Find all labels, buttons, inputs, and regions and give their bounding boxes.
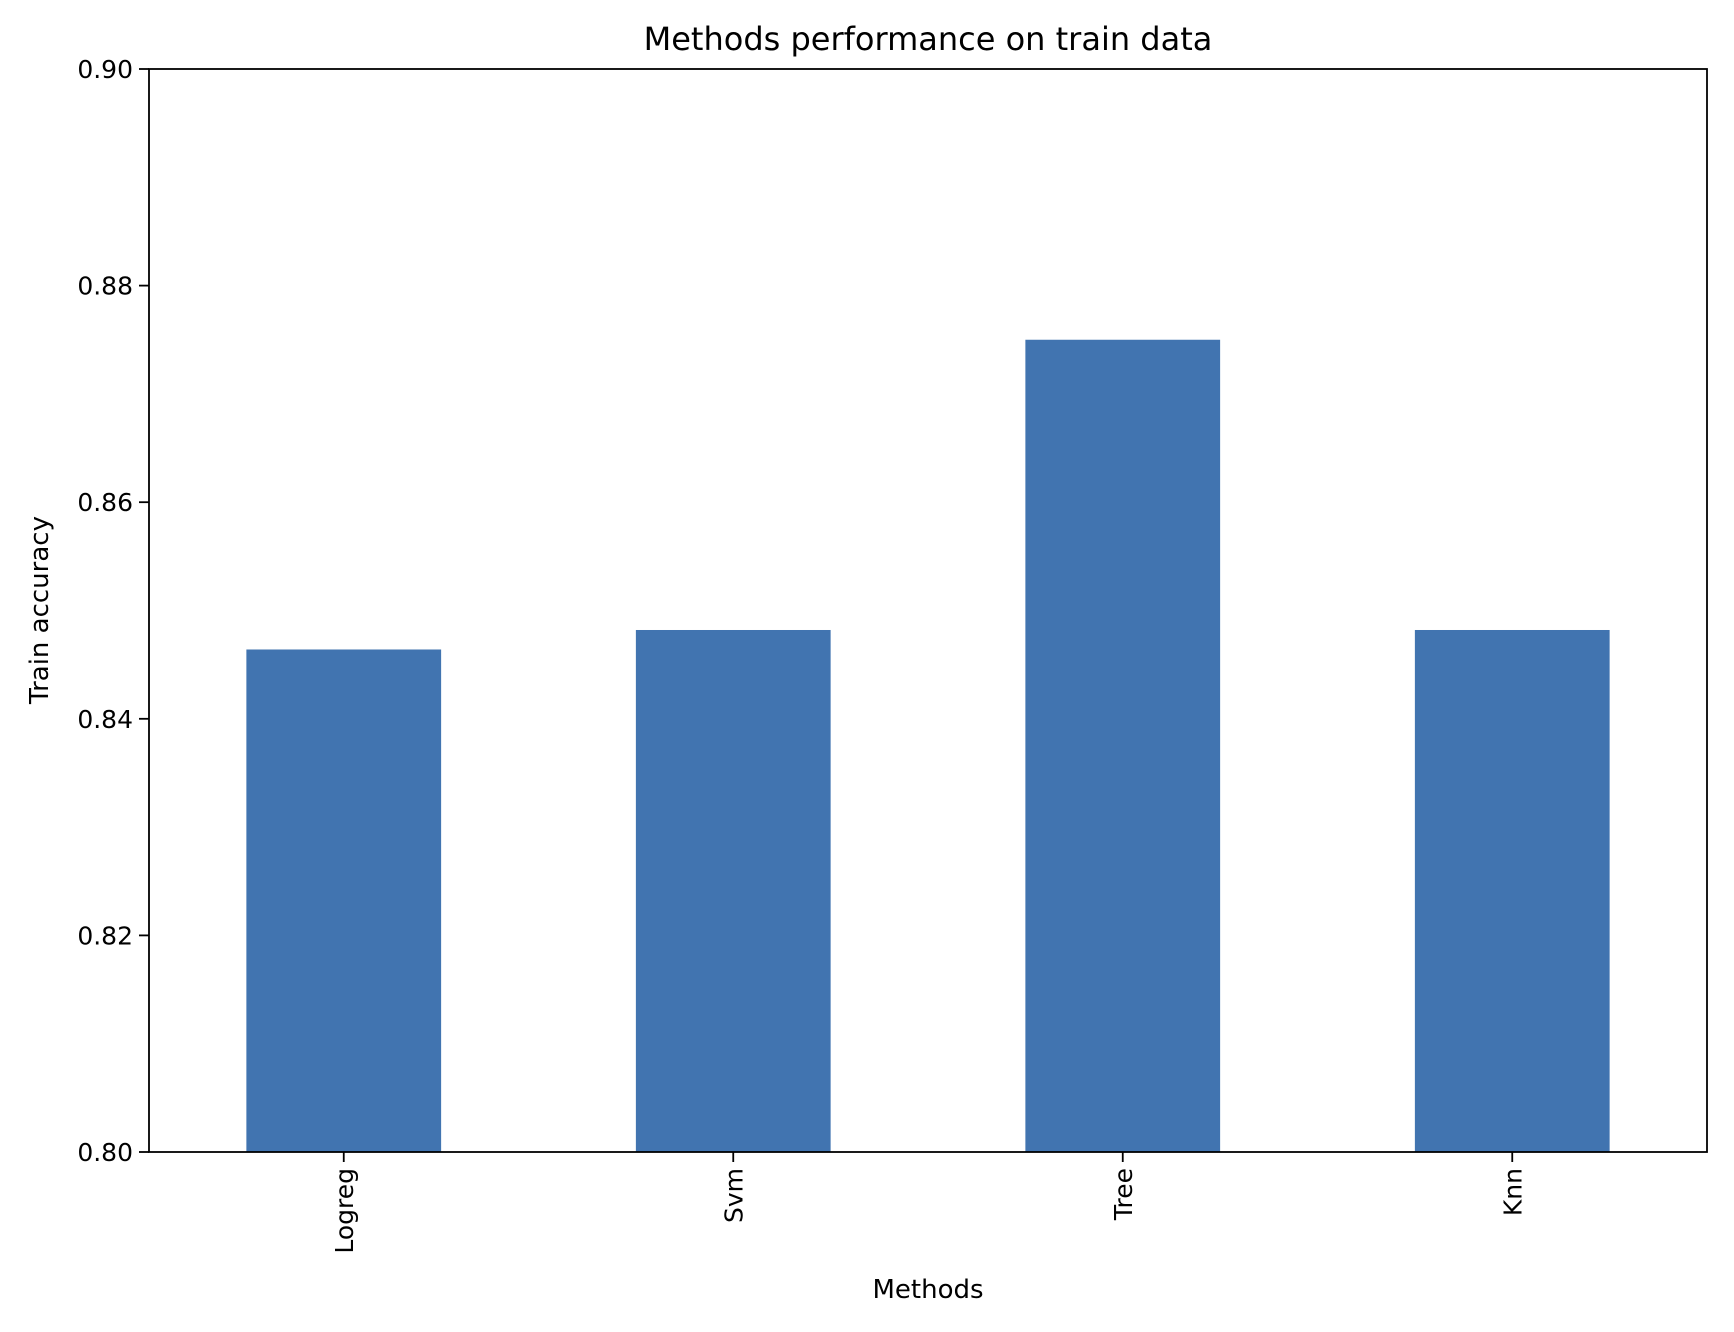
x-tick-label: Svm [719, 1168, 748, 1223]
plot-area-frame [148, 68, 1708, 1153]
y-tick-label: 0.80 [77, 1138, 133, 1167]
bar-logreg [246, 649, 442, 1152]
x-tick-label: Logreg [330, 1168, 359, 1254]
y-tick-label: 0.86 [77, 488, 133, 517]
x-axis: Logreg Svm Tree Knn [330, 1152, 1527, 1254]
y-tick-label: 0.88 [77, 272, 133, 301]
x-tick-label: Tree [1109, 1168, 1138, 1221]
y-tick-label: 0.84 [77, 705, 133, 734]
bar-tree [1025, 339, 1221, 1152]
bar-svm [635, 629, 831, 1152]
y-axis: 0.80 0.82 0.84 0.86 0.88 0.90 [77, 55, 149, 1167]
x-axis-label: Methods [872, 1275, 983, 1305]
y-tick-label: 0.82 [77, 921, 133, 950]
y-axis-label: Train accuracy [25, 516, 55, 705]
x-tick-label: Knn [1498, 1168, 1527, 1216]
y-tick-label: 0.90 [77, 55, 133, 84]
bar-knn [1414, 629, 1610, 1152]
bars-group [246, 339, 1610, 1152]
chart-title: Methods performance on train data [644, 20, 1213, 58]
